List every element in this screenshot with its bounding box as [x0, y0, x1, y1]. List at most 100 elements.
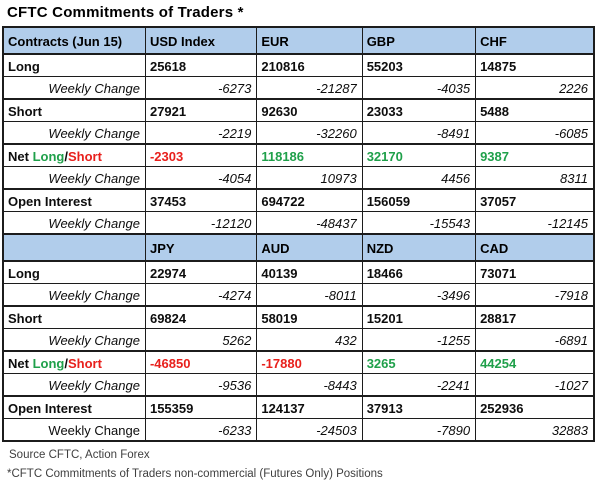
- column-header-gbp: GBP: [361, 26, 477, 55]
- net-short-text: Short: [67, 355, 102, 371]
- cell: 37913: [361, 395, 477, 419]
- cell: 18466: [361, 260, 477, 284]
- net-slash-text: /: [64, 148, 68, 164]
- row-label-weekly-change: Weekly Change: [2, 76, 146, 100]
- cell: 37453: [144, 188, 258, 212]
- cell: -15543: [361, 211, 477, 235]
- row-open-interest: Open Interest 37453 694722 156059 37057: [2, 188, 595, 212]
- cell: -4035: [361, 76, 477, 100]
- row-open-interest: Open Interest 155359 124137 37913 252936: [2, 395, 595, 419]
- column-header-blank: [2, 233, 146, 262]
- row-label-open-interest: Open Interest: [2, 188, 146, 212]
- cell: 432: [256, 328, 363, 352]
- cell: -2303: [144, 143, 258, 167]
- header-row: JPY AUD NZD CAD: [2, 233, 595, 262]
- row-label-weekly-change: Weekly Change: [2, 418, 146, 442]
- row-label-net-long-short: Net Long/Short: [2, 143, 146, 167]
- row-label-long: Long: [2, 260, 146, 284]
- cell: 8311: [475, 166, 595, 190]
- cell: 252936: [475, 395, 595, 419]
- header-row: Contracts (Jun 15) USD Index EUR GBP CHF: [2, 26, 595, 55]
- row-label-weekly-change: Weekly Change: [2, 121, 146, 145]
- cell: -8491: [361, 121, 477, 145]
- net-long-text: Long: [32, 355, 65, 371]
- cell: 92630: [256, 98, 363, 122]
- cell: -8011: [256, 283, 363, 307]
- row-net-long-short: Net Long/Short -2303 118186 32170 9387: [2, 143, 595, 167]
- cell: 14875: [475, 53, 595, 77]
- column-header-usd-index: USD Index: [144, 26, 258, 55]
- cell: -1255: [361, 328, 477, 352]
- row-label-weekly-change: Weekly Change: [2, 373, 146, 397]
- cell: 5262: [144, 328, 258, 352]
- cell: -4274: [144, 283, 258, 307]
- cell: 55203: [361, 53, 477, 77]
- cell: -6273: [144, 76, 258, 100]
- cell: 3265: [361, 350, 477, 374]
- row-long-weekly-change: Weekly Change -6273 -21287 -4035 2226: [2, 76, 595, 100]
- column-header-chf: CHF: [475, 26, 595, 55]
- cell: 40139: [256, 260, 363, 284]
- cell: 28817: [475, 305, 595, 329]
- cell: 10973: [256, 166, 363, 190]
- cell: 58019: [256, 305, 363, 329]
- row-short-weekly-change: Weekly Change 5262 432 -1255 -6891: [2, 328, 595, 352]
- row-label-weekly-change: Weekly Change: [2, 283, 146, 307]
- row-label-short: Short: [2, 98, 146, 122]
- cell: 25618: [144, 53, 258, 77]
- cell: -6233: [144, 418, 258, 442]
- cell: -12120: [144, 211, 258, 235]
- row-label-long: Long: [2, 53, 146, 77]
- cell: -17880: [256, 350, 363, 374]
- row-label-short: Short: [2, 305, 146, 329]
- cell: -2241: [361, 373, 477, 397]
- row-short: Short 27921 92630 23033 5488: [2, 98, 595, 122]
- row-open-interest-weekly-change: Weekly Change -12120 -48437 -15543 -1214…: [2, 211, 595, 235]
- cell: 118186: [256, 143, 363, 167]
- cell: 210816: [256, 53, 363, 77]
- net-slash-text: /: [64, 355, 68, 371]
- column-header-cad: CAD: [475, 233, 595, 262]
- row-short: Short 69824 58019 15201 28817: [2, 305, 595, 329]
- cell: -1027: [475, 373, 595, 397]
- cell: -4054: [144, 166, 258, 190]
- page-title: CFTC Commitments of Traders *: [7, 4, 244, 21]
- section-majors-2: JPY AUD NZD CAD Long 22974 40139 18466 7…: [2, 233, 595, 442]
- net-short-text: Short: [67, 148, 102, 164]
- row-label-weekly-change: Weekly Change: [2, 211, 146, 235]
- cell: -46850: [144, 350, 258, 374]
- cell: -32260: [256, 121, 363, 145]
- cell: -9536: [144, 373, 258, 397]
- cell: 124137: [256, 395, 363, 419]
- row-short-weekly-change: Weekly Change -2219 -32260 -8491 -6085: [2, 121, 595, 145]
- column-header-contracts: Contracts (Jun 15): [2, 26, 146, 55]
- cell: 694722: [256, 188, 363, 212]
- cell: -3496: [361, 283, 477, 307]
- row-open-interest-weekly-change: Weekly Change -6233 -24503 -7890 32883: [2, 418, 595, 442]
- cell: -8443: [256, 373, 363, 397]
- source-note: Source CFTC, Action Forex: [9, 449, 150, 461]
- footer: Source CFTC, Action Forex *CFTC Commitme…: [7, 449, 600, 480]
- row-long-weekly-change: Weekly Change -4274 -8011 -3496 -7918: [2, 283, 595, 307]
- row-long: Long 22974 40139 18466 73071: [2, 260, 595, 284]
- cell: 27921: [144, 98, 258, 122]
- cell: 73071: [475, 260, 595, 284]
- cell: -48437: [256, 211, 363, 235]
- cell: 155359: [144, 395, 258, 419]
- column-header-jpy: JPY: [144, 233, 258, 262]
- cell: 32170: [361, 143, 477, 167]
- cell: 44254: [475, 350, 595, 374]
- column-header-eur: EUR: [256, 26, 363, 55]
- row-label-open-interest: Open Interest: [2, 395, 146, 419]
- row-label-weekly-change: Weekly Change: [2, 328, 146, 352]
- cell: -6085: [475, 121, 595, 145]
- cell: 15201: [361, 305, 477, 329]
- net-long-text: Long: [32, 148, 65, 164]
- row-net-long-short: Net Long/Short -46850 -17880 3265 44254: [2, 350, 595, 374]
- cell: -7890: [361, 418, 477, 442]
- cell: 156059: [361, 188, 477, 212]
- cell: -12145: [475, 211, 595, 235]
- net-text: Net: [8, 148, 33, 164]
- row-label-net-long-short: Net Long/Short: [2, 350, 146, 374]
- cell: 32883: [475, 418, 595, 442]
